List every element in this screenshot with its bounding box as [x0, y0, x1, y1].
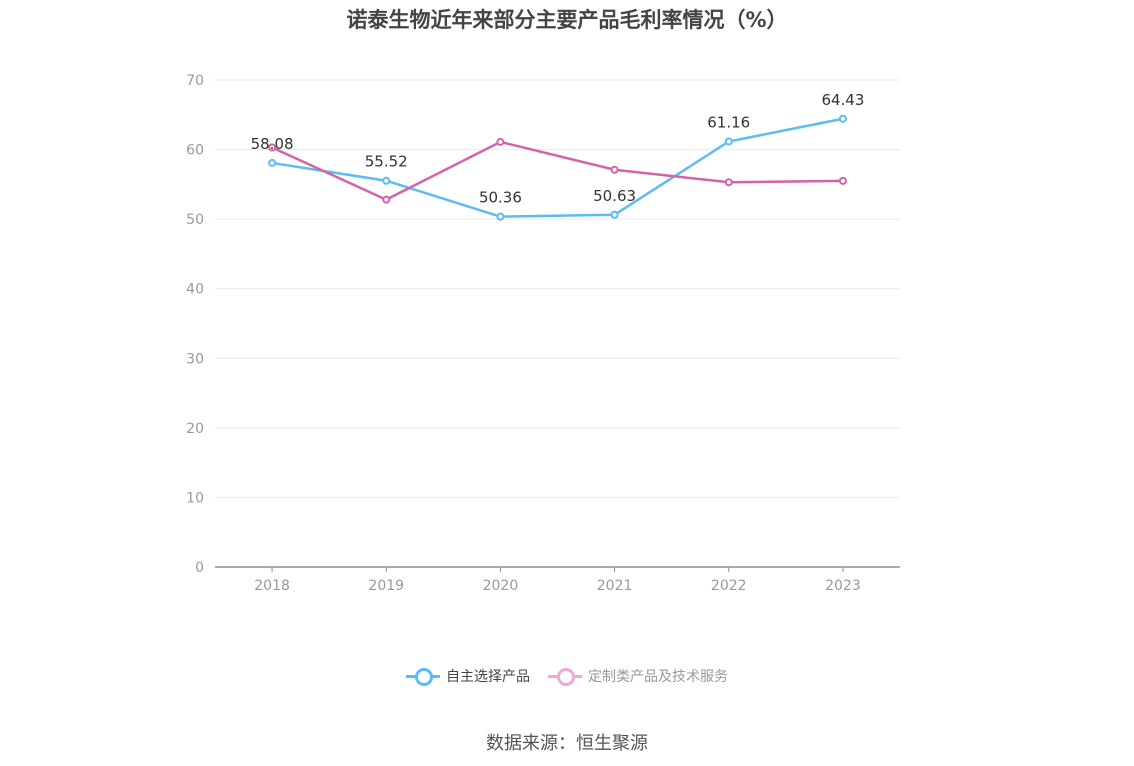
x-tick-label: 2019: [368, 578, 404, 594]
series-line-1: [271, 117, 844, 218]
series-line-2: [271, 140, 843, 202]
legend-label: 定制类产品及技术服务: [588, 669, 728, 685]
legend-label: 自主选择产品: [446, 669, 530, 685]
data-point[interactable]: [496, 212, 505, 221]
x-tick-label: 2020: [483, 578, 519, 594]
data-label: 50.63: [593, 187, 636, 205]
data-label: 64.43: [821, 91, 864, 109]
data-point[interactable]: [268, 143, 277, 152]
data-point[interactable]: [610, 210, 619, 219]
y-tick-label: 20: [186, 421, 204, 437]
data-point[interactable]: [268, 158, 277, 167]
x-tick-label: 2022: [711, 578, 747, 594]
y-tick-label: 40: [186, 282, 204, 298]
y-tick-label: 30: [186, 351, 204, 367]
data-point[interactable]: [610, 165, 619, 174]
y-tick-label: 60: [186, 143, 204, 159]
data-point[interactable]: [382, 195, 391, 204]
data-point[interactable]: [496, 137, 505, 146]
y-tick-label: 70: [186, 73, 204, 89]
legend-item-series-2[interactable]: 定制类产品及技术服务: [548, 664, 728, 688]
data-point[interactable]: [724, 137, 733, 146]
legend: 自主选择产品 定制类产品及技术服务: [0, 664, 1134, 688]
y-tick-label: 10: [186, 490, 204, 506]
data-points: [268, 114, 847, 221]
data-source: 数据来源：恒生聚源: [486, 733, 648, 754]
data-label: 58.08: [251, 135, 294, 153]
legend-marker-icon: [548, 664, 582, 688]
series-lines: [271, 117, 844, 218]
x-tick-label: 2021: [597, 578, 633, 594]
data-point[interactable]: [724, 178, 733, 187]
legend-item-series-1[interactable]: 自主选择产品: [406, 664, 530, 688]
data-point[interactable]: [838, 176, 847, 185]
axes: 0 10 20 30 40 50 60 70 2018 2019 2020 2021 2022 2023: [186, 73, 900, 594]
data-labels: 58.08 55.52 50.36 50.63 61.16 64.43: [251, 91, 865, 207]
data-point[interactable]: [382, 176, 391, 185]
chart-title: 诺泰生物近年来部分主要产品毛利率情况（%）: [346, 8, 788, 32]
data-point[interactable]: [838, 114, 847, 123]
y-tick-label: 0: [195, 560, 204, 576]
data-label: 50.36: [479, 189, 522, 207]
x-tick-label: 2023: [825, 578, 861, 594]
data-label: 61.16: [707, 114, 750, 132]
x-tick-label: 2018: [254, 578, 290, 594]
grid-lines: [215, 79, 900, 498]
data-label: 55.52: [365, 153, 408, 171]
y-tick-label: 50: [186, 212, 204, 228]
legend-marker-icon: [406, 664, 440, 688]
